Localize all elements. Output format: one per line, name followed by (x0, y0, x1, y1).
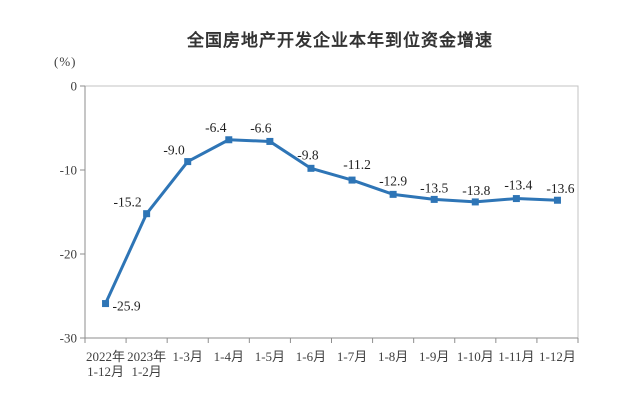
x-axis-tick-label: 1-4月 (214, 349, 244, 364)
x-axis-tick-label: 2023年 (127, 349, 166, 364)
data-point-label: -25.9 (113, 299, 141, 314)
data-point-marker (266, 137, 274, 145)
x-axis-tick-label: 2022年 (86, 349, 125, 364)
y-axis-tick-label: -10 (60, 163, 77, 178)
x-axis-tick-label: 1-11月 (498, 349, 534, 364)
x-axis-tick-label: 1-12月 (539, 349, 576, 364)
series-line (104, 138, 559, 306)
data-point-marker (143, 210, 151, 218)
data-point-marker (389, 190, 397, 198)
data-point-label: -12.9 (379, 173, 407, 188)
data-point-marker (225, 136, 233, 144)
chart-title: 全国房地产开发企业本年到位资金增速 (187, 31, 493, 50)
data-point-label: -9.0 (163, 143, 185, 158)
data-point-label: -13.8 (462, 183, 490, 198)
data-point-label: -15.2 (114, 195, 142, 210)
data-point-marker (102, 300, 110, 308)
x-axis-tick-label: 1-9月 (419, 349, 449, 364)
data-point-label: -9.8 (297, 147, 319, 162)
data-point-marker (348, 176, 356, 184)
plot-area-frame (84, 85, 579, 339)
x-axis-tick-label: 1-12月 (87, 364, 124, 379)
data-point-label: -6.4 (205, 120, 227, 135)
y-axis-unit-label: (%) (54, 54, 77, 69)
data-point-label: -11.2 (343, 157, 371, 172)
data-point-label: -13.6 (546, 181, 574, 196)
x-axis-tick-label: 1-2月 (131, 364, 161, 379)
data-point-label: -6.6 (250, 120, 272, 135)
y-axis-tick-label: -30 (60, 331, 77, 346)
x-axis-tick-label: 1-3月 (173, 349, 203, 364)
data-point-marker (471, 198, 479, 206)
y-axis-tick-label: 0 (71, 79, 78, 94)
x-axis-tick-label: 1-8月 (378, 349, 408, 364)
data-point-label: -13.5 (420, 180, 448, 195)
data-point-marker (512, 195, 520, 203)
data-point-marker (307, 164, 315, 172)
y-axis-tick-label: -20 (60, 247, 77, 262)
data-point-label: -13.4 (504, 178, 532, 193)
data-point-marker (430, 195, 438, 203)
x-axis-tick-label: 1-10月 (457, 349, 494, 364)
x-axis-tick-label: 1-5月 (255, 349, 285, 364)
x-axis-tick-label: 1-6月 (296, 349, 326, 364)
x-axis-tick-label: 1-7月 (337, 349, 367, 364)
data-point-marker (553, 196, 561, 204)
data-point-marker (184, 158, 192, 166)
